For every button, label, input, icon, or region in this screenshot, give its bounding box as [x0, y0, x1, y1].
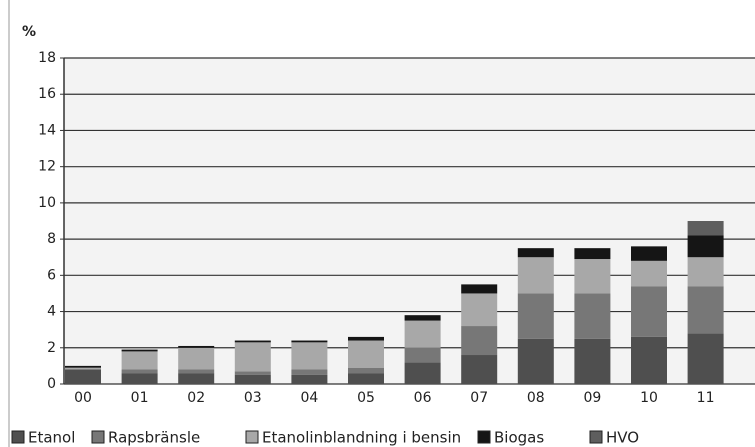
y-tick-label: 6	[47, 267, 56, 283]
bar-segment	[121, 351, 158, 370]
bar-segment	[574, 248, 611, 260]
y-tick-label: 16	[38, 86, 56, 102]
x-tick-label: 06	[414, 390, 432, 406]
bar-segment	[631, 336, 667, 384]
x-tick-label: 08	[527, 390, 545, 406]
bar-segment	[687, 235, 724, 258]
bar-segment	[687, 333, 724, 384]
x-tick-label: 11	[697, 390, 715, 406]
bar-segment	[291, 374, 328, 384]
bar-segment	[178, 347, 215, 370]
bar-segment	[517, 257, 554, 294]
bar-segment	[461, 293, 498, 327]
bar-segment	[348, 367, 384, 374]
x-tick-label: 09	[583, 390, 601, 406]
y-tick-label: 10	[38, 195, 56, 211]
legend-label: Etanol	[28, 429, 75, 447]
bar-segment	[348, 373, 384, 384]
y-tick-label: 18	[38, 50, 56, 66]
x-tick-label: 10	[640, 390, 658, 406]
y-tick-label: 8	[47, 231, 56, 247]
bar-segment	[65, 369, 101, 384]
y-tick-label: 4	[47, 304, 56, 320]
x-tick-label: 04	[300, 390, 318, 406]
x-tick-label: 07	[470, 390, 488, 406]
legend-swatch	[245, 430, 259, 444]
bar-segment	[687, 286, 724, 334]
x-tick-label: 00	[74, 390, 92, 406]
x-tick-label: 05	[357, 390, 375, 406]
bar-segment	[574, 338, 611, 384]
bar-segment	[121, 369, 158, 374]
bar-segment	[234, 340, 271, 343]
bar-segment	[348, 340, 384, 368]
bar-segment	[348, 336, 384, 341]
bar-segment	[631, 260, 667, 287]
bar-segment	[178, 345, 215, 348]
bar-segment	[461, 355, 498, 384]
bar-segment	[461, 284, 498, 294]
legend-label: Biogas	[494, 429, 544, 447]
bar-segment	[291, 340, 328, 343]
y-tick-label: 0	[47, 376, 56, 392]
y-tick-label: 12	[38, 159, 56, 175]
x-tick-label: 03	[244, 390, 262, 406]
bar-segment	[517, 248, 554, 258]
legend-label: Rapsbränsle	[108, 429, 200, 447]
x-tick-label: 01	[131, 390, 149, 406]
y-axis-label: %	[22, 24, 36, 40]
bar-segment	[404, 315, 441, 321]
bar-segment	[291, 369, 328, 375]
bar-segment	[65, 365, 101, 368]
bar-segment	[517, 338, 554, 384]
bar-segment	[178, 373, 215, 384]
legend-swatch	[91, 430, 105, 444]
bar-segment	[517, 293, 554, 339]
bar-segment	[121, 373, 158, 384]
bar-segment	[574, 259, 611, 294]
bar-segment	[631, 286, 667, 337]
legend-swatch	[477, 430, 491, 444]
legend-swatch	[11, 430, 25, 444]
legend-label: Etanolinblandning i bensin	[262, 429, 461, 447]
bar-segment	[121, 349, 158, 352]
bar-segment	[404, 362, 441, 384]
bar-segment	[461, 326, 498, 356]
bar-segment	[574, 293, 611, 339]
bar-segment	[234, 342, 271, 372]
bar-segment	[687, 257, 724, 287]
bar-segment	[291, 342, 328, 370]
bar-segment	[234, 374, 271, 384]
y-tick-label: 14	[38, 122, 56, 138]
bar-segment	[65, 367, 101, 370]
bar-segment	[234, 371, 271, 375]
y-tick-label: 2	[47, 340, 56, 356]
bar-segment	[404, 320, 441, 348]
legend-label: HVO	[606, 429, 639, 447]
x-tick-label: 02	[187, 390, 205, 406]
bar-segment	[631, 246, 667, 261]
bar-segment	[687, 221, 724, 236]
bar-segment	[404, 347, 441, 363]
legend-swatch	[589, 430, 603, 444]
bar-segment	[178, 369, 215, 374]
